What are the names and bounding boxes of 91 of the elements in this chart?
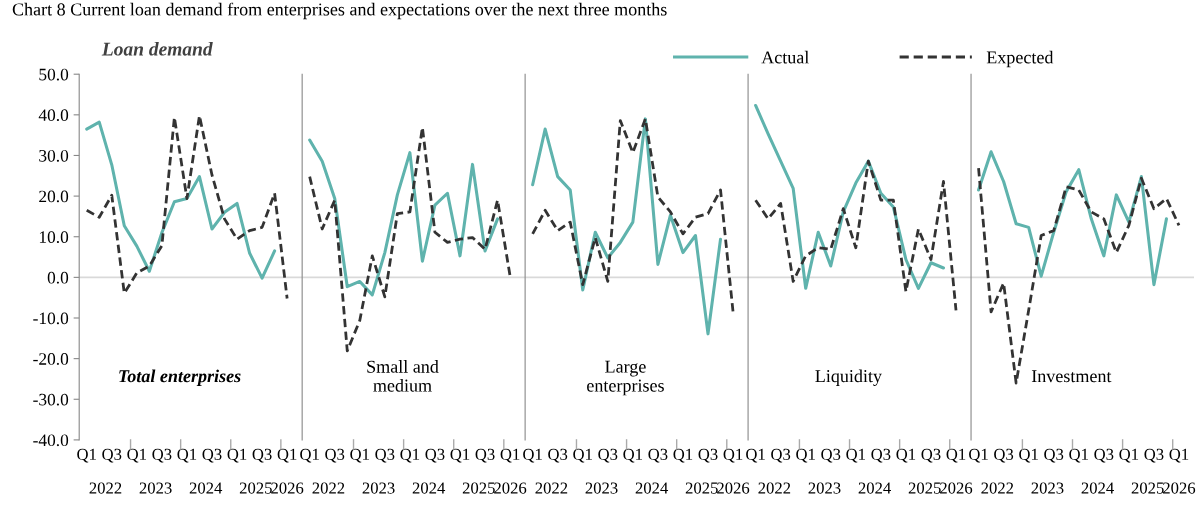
x-tick-label: Q1 [1069,448,1088,463]
text: Total enterprises [119,369,241,386]
y-tick-label: 10.0 [39,231,69,243]
x-tick-label: Q3 [375,448,395,463]
y-tick-label: 30.0 [39,149,69,162]
text: 2025 [908,482,941,494]
x-tick-label: Q1 [500,448,520,463]
x-tick-label: Q1 [573,448,592,463]
x-tick-label: Q3 [1094,448,1114,463]
x-tick-label: Q1 [400,448,420,463]
line-series [85,114,289,300]
y-tick-label: 0.0 [47,271,69,284]
x-tick-label: Q3 [648,448,668,463]
x-tick-label: Q1 [227,448,247,463]
text: 2023 [139,482,172,494]
x-tick-label: Q3 [152,448,172,463]
text: 2022 [89,482,122,494]
x-tick-label: Q1 [723,448,743,463]
legend-label: Expected [986,50,1054,68]
x-tick-label: Q3 [771,448,791,463]
x-tick-label: Q3 [1044,448,1064,463]
text: Large enterprises [587,360,664,396]
x-tick-label: Q3 [475,448,495,463]
text: 2025 [685,482,718,494]
text: Investment [1031,370,1112,383]
x-tick-label: Q1 [1119,448,1139,463]
x-tick-label: Q1 [1019,448,1038,463]
text: 2022 [981,482,1014,494]
text: 2026 [494,482,527,494]
x-tick-label: Q3 [871,448,891,463]
text: Small and medium [367,360,439,392]
y-tick-label: -20.0 [33,353,69,365]
x-tick-label: Q3 [325,448,345,463]
x-tick-label: Q1 [523,448,542,463]
x-tick-label: Q1 [300,448,319,463]
x-tick-label: Q1 [623,448,643,463]
x-tick-label: Q3 [921,448,941,463]
x-tick-label: Q1 [450,448,470,463]
text: Liquidity [815,369,882,386]
x-tick-label: Q3 [698,448,718,463]
text: 2023 [362,482,395,494]
text: 2023 [808,482,841,494]
x-tick-label: Q1 [746,448,765,463]
x-tick-label: Q1 [969,448,988,463]
x-tick-label: Q3 [821,448,841,463]
chart-title: Loan demand [101,41,213,56]
text: 2024 [1081,482,1114,494]
text: 2023 [585,482,618,494]
y-tick-label: 50.0 [39,68,69,81]
text: 2023 [1031,482,1064,494]
y-tick-label: -30.0 [33,393,69,406]
x-tick-label: Q3 [102,448,122,463]
y-tick-label: 40.0 [38,109,69,122]
text: 2025 [462,482,495,494]
y-tick-label: -10.0 [33,312,69,325]
line-series [85,120,277,280]
text: 2022 [758,482,791,494]
x-tick-label: Q1 [1169,448,1189,463]
x-tick-label: Q3 [1144,448,1164,463]
x-tick-label: Q3 [425,448,445,463]
x-tick-label: Q1 [946,448,966,463]
x-tick-label: Q1 [350,448,369,463]
x-tick-label: Q3 [202,448,222,463]
text: 2026 [940,482,973,494]
text: 2024 [189,482,223,494]
x-tick-label: Q3 [994,448,1014,463]
text: 2025 [239,482,272,494]
text: 2026 [271,482,304,494]
x-tick-label: Q1 [127,448,146,463]
x-tick-label: Q3 [548,448,568,463]
x-tick-label: Q1 [896,448,916,463]
legend-label: Actual [761,50,809,64]
text: 2026 [717,482,750,494]
text: 2024 [412,482,446,494]
text: 2024 [635,482,669,494]
y-tick-label: -40.0 [33,434,69,447]
x-tick-label: Q1 [846,448,865,463]
caption: Chart 8 Current loan demand from enterprises and expectations over the next three months [12,2,667,20]
y-tick-label: 20.0 [39,190,69,203]
text: 2022 [535,482,568,494]
x-tick-label: Q1 [673,448,693,463]
text: 2022 [312,482,345,494]
x-tick-label: Q1 [177,448,197,463]
text: 2025 [1131,482,1164,494]
x-tick-label: Q1 [796,448,815,463]
x-tick-label: Q1 [277,448,297,463]
x-tick-label: Q3 [252,448,272,463]
x-tick-label: Q1 [77,448,96,463]
text: 2026 [1163,482,1196,494]
x-tick-label: Q3 [598,448,618,463]
text: 2024 [858,482,891,494]
